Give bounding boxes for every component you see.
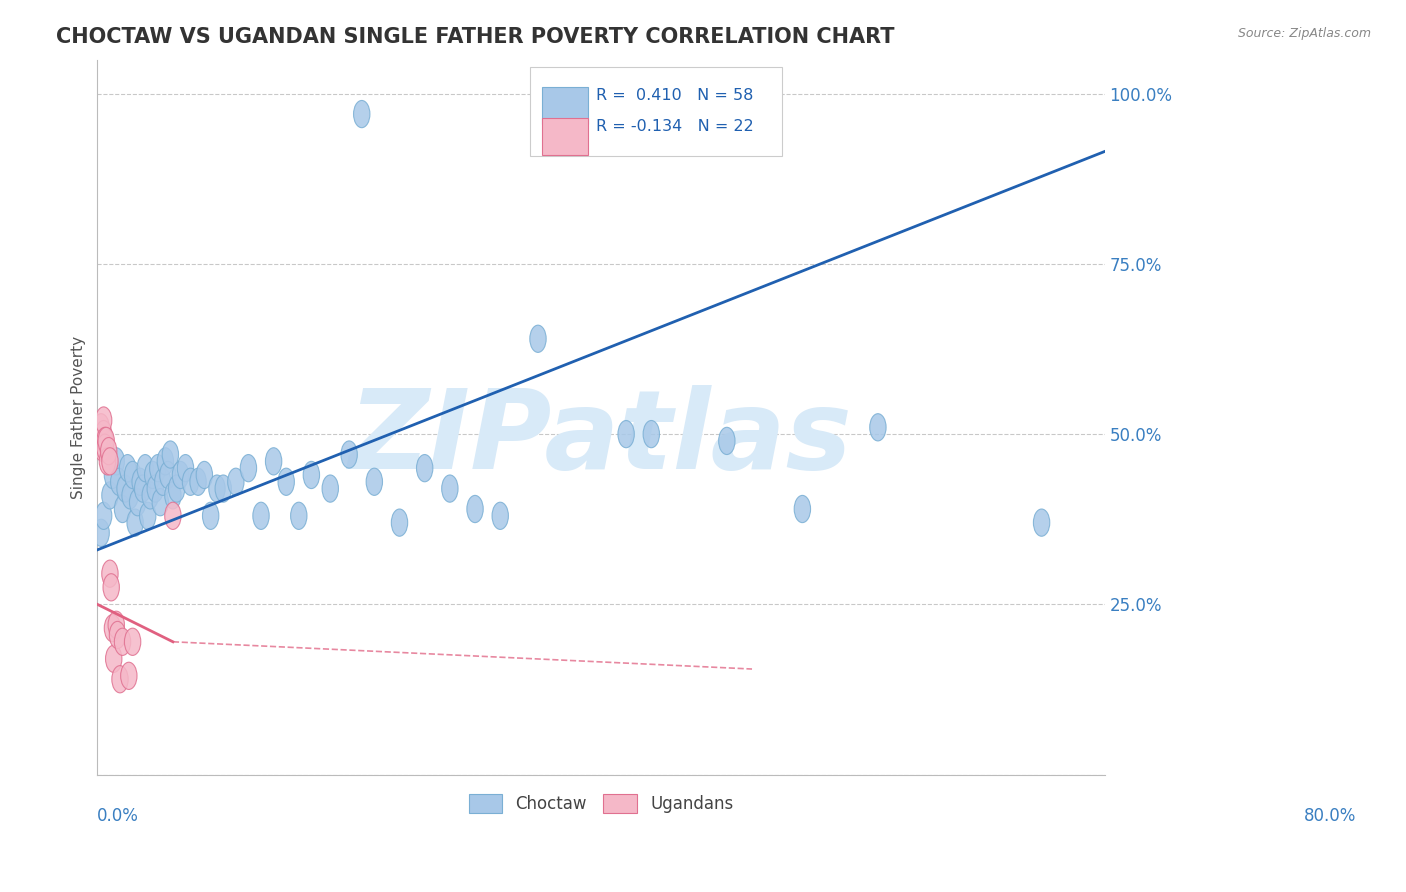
Ellipse shape <box>142 482 159 509</box>
Ellipse shape <box>169 475 184 502</box>
Ellipse shape <box>136 455 153 482</box>
Ellipse shape <box>108 448 124 475</box>
Ellipse shape <box>117 475 134 502</box>
Ellipse shape <box>100 448 115 475</box>
Ellipse shape <box>342 441 357 468</box>
Legend: Choctaw, Ugandans: Choctaw, Ugandans <box>463 788 740 820</box>
Ellipse shape <box>108 611 124 639</box>
Ellipse shape <box>366 468 382 495</box>
Ellipse shape <box>391 509 408 536</box>
Ellipse shape <box>114 628 131 656</box>
Ellipse shape <box>101 448 118 475</box>
Ellipse shape <box>530 326 546 352</box>
Ellipse shape <box>165 482 181 509</box>
Ellipse shape <box>291 502 307 530</box>
Ellipse shape <box>240 455 257 482</box>
Ellipse shape <box>543 101 558 128</box>
Ellipse shape <box>718 427 735 455</box>
Ellipse shape <box>96 502 112 530</box>
Ellipse shape <box>97 427 112 455</box>
Ellipse shape <box>183 468 198 495</box>
Ellipse shape <box>157 448 173 475</box>
Ellipse shape <box>135 475 150 502</box>
Ellipse shape <box>94 434 111 461</box>
Ellipse shape <box>1033 509 1050 536</box>
Ellipse shape <box>152 489 169 516</box>
Ellipse shape <box>112 665 128 693</box>
Ellipse shape <box>111 468 127 495</box>
Text: 0.0%: 0.0% <box>97 806 139 825</box>
Ellipse shape <box>215 475 232 502</box>
Ellipse shape <box>467 495 484 523</box>
Ellipse shape <box>149 455 166 482</box>
Ellipse shape <box>93 414 110 441</box>
Ellipse shape <box>101 482 118 509</box>
Text: CHOCTAW VS UGANDAN SINGLE FATHER POVERTY CORRELATION CHART: CHOCTAW VS UGANDAN SINGLE FATHER POVERTY… <box>56 27 894 46</box>
Text: ZIPatlas: ZIPatlas <box>349 385 853 492</box>
Ellipse shape <box>100 437 117 465</box>
Ellipse shape <box>97 434 112 461</box>
Text: Source: ZipAtlas.com: Source: ZipAtlas.com <box>1237 27 1371 40</box>
Ellipse shape <box>122 482 138 509</box>
Text: R = -0.134   N = 22: R = -0.134 N = 22 <box>596 119 754 134</box>
FancyBboxPatch shape <box>541 87 588 124</box>
Ellipse shape <box>103 574 120 601</box>
Ellipse shape <box>416 455 433 482</box>
Ellipse shape <box>120 455 136 482</box>
Ellipse shape <box>190 468 207 495</box>
Ellipse shape <box>304 461 319 489</box>
Ellipse shape <box>162 441 179 468</box>
Ellipse shape <box>91 424 108 451</box>
Ellipse shape <box>177 455 194 482</box>
Text: 80.0%: 80.0% <box>1303 806 1357 825</box>
Ellipse shape <box>208 475 225 502</box>
Ellipse shape <box>104 615 121 641</box>
Ellipse shape <box>148 475 163 502</box>
Ellipse shape <box>173 461 188 489</box>
Ellipse shape <box>870 414 886 441</box>
Ellipse shape <box>253 502 269 530</box>
Ellipse shape <box>197 461 212 489</box>
Ellipse shape <box>492 502 509 530</box>
FancyBboxPatch shape <box>541 118 588 154</box>
Ellipse shape <box>165 502 181 530</box>
Ellipse shape <box>643 420 659 448</box>
Ellipse shape <box>96 407 112 434</box>
Ellipse shape <box>322 475 339 502</box>
Ellipse shape <box>145 461 160 489</box>
Ellipse shape <box>127 509 143 536</box>
Ellipse shape <box>104 461 121 489</box>
FancyBboxPatch shape <box>530 67 782 156</box>
Ellipse shape <box>139 502 156 530</box>
Ellipse shape <box>441 475 458 502</box>
Ellipse shape <box>121 662 136 690</box>
Ellipse shape <box>98 427 114 455</box>
Ellipse shape <box>160 461 176 489</box>
Ellipse shape <box>124 461 141 489</box>
Ellipse shape <box>353 101 370 128</box>
Ellipse shape <box>96 420 112 448</box>
Ellipse shape <box>617 420 634 448</box>
Ellipse shape <box>110 622 125 648</box>
Ellipse shape <box>93 519 110 547</box>
Ellipse shape <box>105 645 122 673</box>
Ellipse shape <box>101 560 118 587</box>
Ellipse shape <box>202 502 219 530</box>
Ellipse shape <box>581 101 596 128</box>
Ellipse shape <box>266 448 281 475</box>
Ellipse shape <box>794 495 810 523</box>
Ellipse shape <box>155 468 172 495</box>
Ellipse shape <box>129 489 146 516</box>
Ellipse shape <box>228 468 245 495</box>
Y-axis label: Single Father Poverty: Single Father Poverty <box>72 335 86 499</box>
Ellipse shape <box>114 495 131 523</box>
Ellipse shape <box>124 628 141 656</box>
Ellipse shape <box>132 468 149 495</box>
Text: R =  0.410   N = 58: R = 0.410 N = 58 <box>596 88 754 103</box>
Ellipse shape <box>278 468 294 495</box>
